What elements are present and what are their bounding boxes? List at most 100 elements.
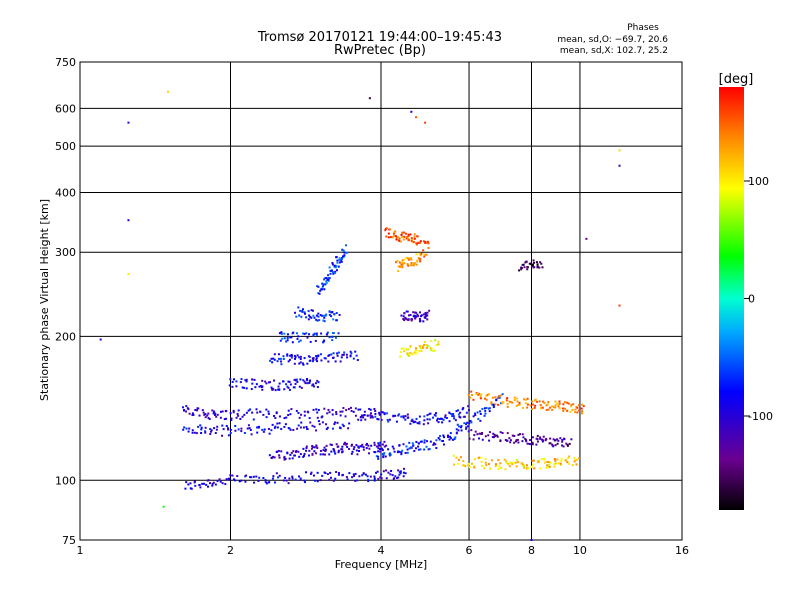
data-point [468, 466, 471, 469]
data-point [202, 411, 205, 414]
data-point [413, 351, 416, 354]
data-point [436, 419, 439, 422]
x-tick-label: 10 [573, 544, 587, 557]
data-point [546, 464, 549, 467]
data-point [570, 405, 573, 408]
data-point [523, 266, 526, 269]
data-point [424, 241, 427, 244]
data-point [207, 485, 210, 488]
data-point [479, 419, 482, 422]
data-point [572, 403, 575, 406]
data-point [422, 313, 425, 316]
data-point [523, 398, 526, 401]
data-point [483, 407, 486, 410]
data-point [211, 484, 214, 487]
data-point [540, 438, 543, 441]
data-point [518, 401, 521, 404]
data-point [412, 420, 415, 423]
data-point [298, 416, 301, 419]
data-point [312, 333, 315, 336]
data-point [385, 235, 388, 238]
data-point [360, 419, 363, 422]
data-point [480, 393, 483, 396]
data-point [244, 379, 247, 382]
data-point [404, 472, 407, 475]
data-point [506, 462, 509, 465]
data-point [379, 450, 382, 453]
data-point [378, 444, 381, 447]
data-point [188, 427, 191, 430]
data-point [465, 411, 468, 414]
data-point [525, 464, 528, 467]
colorbar-tick-label: -100 [748, 410, 773, 423]
data-point [523, 466, 526, 469]
data-point [517, 403, 520, 406]
data-point [368, 452, 371, 455]
data-point [390, 469, 393, 472]
data-point [240, 479, 243, 482]
data-point [324, 283, 327, 286]
data-point [539, 261, 542, 264]
data-point [211, 409, 214, 412]
data-point [442, 434, 445, 437]
data-point [330, 269, 333, 272]
data-point [247, 424, 250, 427]
data-point [302, 332, 305, 335]
data-point [405, 445, 408, 448]
data-point [317, 292, 320, 295]
data-point [467, 393, 470, 396]
data-point [295, 315, 298, 318]
data-point [485, 407, 488, 410]
data-point [291, 341, 294, 344]
data-point [403, 231, 406, 234]
data-point [459, 416, 462, 419]
data-point [409, 256, 412, 259]
data-point [261, 379, 264, 382]
data-point [183, 426, 186, 429]
data-point [398, 237, 401, 240]
data-point [443, 436, 446, 439]
data-point [407, 237, 410, 240]
data-point [383, 452, 386, 455]
data-point [379, 448, 382, 451]
data-point [357, 446, 360, 449]
data-point [448, 438, 451, 441]
data-point [485, 398, 488, 401]
data-point [350, 444, 353, 447]
data-point [513, 396, 516, 399]
data-point [404, 451, 407, 454]
data-point [423, 415, 426, 418]
data-point [454, 419, 457, 422]
data-point [316, 471, 319, 474]
data-point [335, 411, 338, 414]
data-point [385, 477, 388, 480]
data-point [491, 396, 494, 399]
data-point [343, 255, 346, 258]
data-point [388, 418, 391, 421]
data-point [538, 266, 541, 269]
data-point [325, 444, 328, 447]
data-point [295, 332, 298, 335]
data-point [346, 445, 349, 448]
data-point [403, 319, 406, 322]
data-point [191, 429, 194, 432]
data-point [397, 476, 400, 479]
data-point [459, 411, 462, 414]
data-point [464, 465, 467, 468]
data-point [341, 448, 344, 451]
data-point [457, 429, 460, 432]
data-point [400, 451, 403, 454]
data-point [536, 400, 539, 403]
data-point [197, 425, 200, 428]
data-point [436, 417, 439, 420]
data-point [413, 235, 416, 238]
data-point [529, 443, 532, 446]
data-point [484, 435, 487, 438]
data-point [316, 411, 319, 414]
data-point [534, 404, 537, 407]
data-point [402, 318, 405, 321]
data-point [353, 474, 356, 477]
data-point [337, 471, 340, 474]
data-point [426, 414, 429, 417]
data-point [474, 414, 477, 417]
